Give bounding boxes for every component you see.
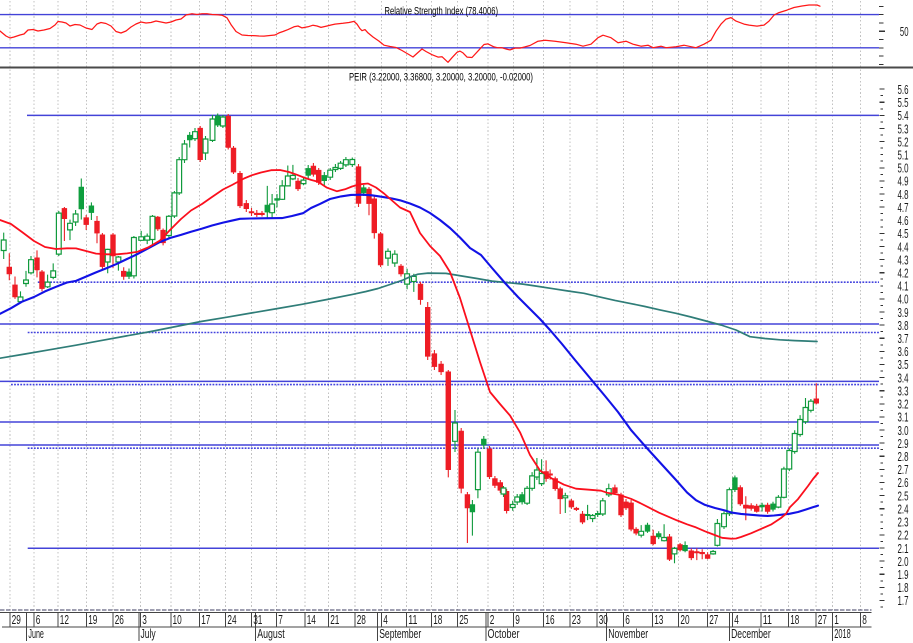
svg-text:3.8: 3.8: [898, 318, 909, 333]
svg-text:2.3: 2.3: [898, 515, 909, 530]
svg-text:2.5: 2.5: [898, 488, 909, 503]
svg-text:2.9: 2.9: [898, 436, 909, 451]
svg-text:2018: 2018: [834, 627, 851, 641]
svg-text:September: September: [379, 627, 421, 641]
svg-text:27: 27: [818, 613, 827, 627]
svg-text:4.3: 4.3: [898, 252, 909, 267]
svg-text:12: 12: [60, 613, 69, 627]
svg-text:PEIR (3.22000, 3.36800, 3.2000: PEIR (3.22000, 3.36800, 3.20000, 3.20000…: [349, 72, 533, 84]
svg-text:8: 8: [862, 613, 867, 627]
svg-text:6: 6: [625, 613, 630, 627]
svg-text:11: 11: [763, 613, 772, 627]
svg-text:2.2: 2.2: [898, 528, 909, 543]
svg-text:3: 3: [142, 613, 147, 627]
svg-text:5.0: 5.0: [898, 161, 909, 176]
svg-text:June: June: [28, 627, 44, 641]
svg-text:4.6: 4.6: [898, 213, 909, 228]
svg-text:4.1: 4.1: [898, 279, 909, 294]
svg-text:21: 21: [330, 613, 339, 627]
svg-text:5.3: 5.3: [898, 121, 909, 136]
svg-text:18: 18: [790, 613, 799, 627]
svg-text:3.3: 3.3: [898, 384, 909, 399]
svg-text:17: 17: [201, 613, 210, 627]
svg-text:30: 30: [599, 613, 608, 627]
svg-text:27: 27: [709, 613, 718, 627]
svg-text:1.7: 1.7: [898, 593, 909, 608]
svg-text:3.0: 3.0: [898, 423, 909, 438]
svg-text:50: 50: [900, 24, 909, 39]
svg-text:25: 25: [459, 613, 468, 627]
svg-text:31: 31: [253, 613, 262, 627]
svg-text:9: 9: [515, 613, 520, 627]
svg-text:4.4: 4.4: [898, 239, 909, 254]
svg-text:2.1: 2.1: [898, 541, 909, 556]
svg-text:4: 4: [383, 613, 388, 627]
svg-text:4.2: 4.2: [898, 266, 909, 281]
svg-text:2.0: 2.0: [898, 554, 909, 569]
svg-text:August: August: [257, 627, 285, 641]
svg-text:4.8: 4.8: [898, 187, 909, 202]
svg-text:19: 19: [88, 613, 97, 627]
svg-text:2.6: 2.6: [898, 475, 909, 490]
svg-text:December: December: [731, 627, 771, 641]
svg-text:3.1: 3.1: [898, 410, 909, 425]
svg-text:2: 2: [490, 613, 495, 627]
svg-text:5.6: 5.6: [898, 82, 909, 97]
svg-text:16: 16: [545, 613, 554, 627]
svg-text:18: 18: [433, 613, 442, 627]
svg-text:3.6: 3.6: [898, 344, 909, 359]
svg-text:23: 23: [572, 613, 581, 627]
svg-text:6: 6: [36, 613, 41, 627]
svg-text:28: 28: [357, 613, 366, 627]
svg-text:2.4: 2.4: [898, 502, 909, 517]
svg-text:4.0: 4.0: [898, 292, 909, 307]
svg-text:2.8: 2.8: [898, 449, 909, 464]
svg-text:4.7: 4.7: [898, 200, 909, 215]
svg-text:5.2: 5.2: [898, 134, 909, 149]
svg-text:29: 29: [12, 613, 21, 627]
svg-text:Relative Strength Index (78.40: Relative Strength Index (78.4006): [385, 5, 499, 17]
svg-text:3.9: 3.9: [898, 305, 909, 320]
svg-text:November: November: [608, 627, 648, 641]
svg-text:4.9: 4.9: [898, 174, 909, 189]
svg-text:10: 10: [173, 613, 182, 627]
svg-text:3.7: 3.7: [898, 331, 909, 346]
svg-text:1.9: 1.9: [898, 567, 909, 582]
svg-text:3.2: 3.2: [898, 397, 909, 412]
svg-text:11: 11: [408, 613, 417, 627]
svg-text:3.4: 3.4: [898, 370, 909, 385]
svg-text:2.7: 2.7: [898, 462, 909, 477]
svg-text:3.5: 3.5: [898, 357, 909, 372]
svg-text:14: 14: [307, 613, 316, 627]
svg-text:4.5: 4.5: [898, 226, 909, 241]
svg-text:24: 24: [227, 613, 236, 627]
svg-text:13: 13: [654, 613, 663, 627]
svg-text:1.8: 1.8: [898, 580, 909, 595]
svg-text:1: 1: [834, 613, 839, 627]
svg-text:20: 20: [680, 613, 689, 627]
svg-text:7: 7: [278, 613, 283, 627]
svg-text:5.1: 5.1: [898, 148, 909, 163]
svg-text:5.5: 5.5: [898, 95, 909, 110]
svg-text:26: 26: [115, 613, 124, 627]
svg-text:4: 4: [734, 613, 739, 627]
svg-text:5.4: 5.4: [898, 108, 909, 123]
svg-text:October: October: [488, 627, 520, 641]
svg-text:July: July: [141, 627, 157, 641]
